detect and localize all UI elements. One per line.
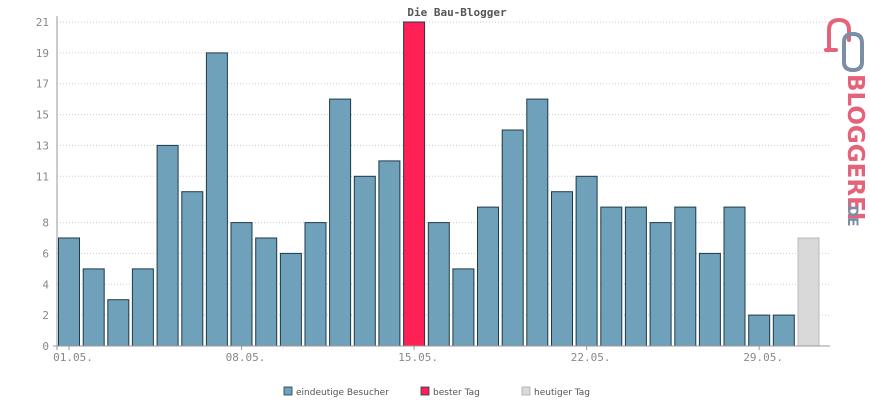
bar-05.05. (156, 144, 179, 347)
bar-30.05. (772, 314, 795, 347)
y-tick-label: 21 (36, 16, 49, 29)
legend-swatch-best (420, 386, 430, 396)
logo-mark-icon (824, 17, 864, 73)
x-tick-label: 15.05. (398, 351, 438, 364)
y-tick-label: 13 (36, 139, 49, 152)
y-tick-label: 4 (42, 278, 49, 291)
bar-06.05. (181, 191, 204, 347)
bar-10.05. (279, 252, 302, 347)
bar-22.05. (575, 175, 598, 347)
legend-label-v: eindeutige Besucher (296, 388, 389, 398)
bar-24.05. (624, 206, 647, 347)
legend-swatch-today (521, 386, 531, 396)
legend-label-best: bester Tag (433, 388, 480, 398)
bar-07.05. (205, 52, 228, 347)
x-tick-label: 01.05. (53, 351, 93, 364)
bar-04.05. (131, 268, 154, 347)
y-tick-label: 6 (42, 247, 49, 260)
x-tick-label: 08.05. (226, 351, 266, 364)
bar-12.05. (329, 98, 352, 347)
bar-26.05. (674, 206, 697, 347)
bar-16.05. (427, 222, 450, 347)
x-tick-label: 29.05. (743, 351, 783, 364)
bar-21.05. (551, 191, 573, 347)
axes: 0 2 4 6 8 11 13 15 17 19 21 01.05. 08.05. 15.05. 22.05… (36, 16, 830, 364)
bar-09.05. (255, 237, 278, 347)
bar-02.05. (82, 268, 105, 347)
y-tick-label: 19 (36, 47, 49, 60)
y-tick-label: 11 (36, 170, 49, 183)
bar-20.05. (526, 98, 549, 347)
y-tick-label: 0 (42, 340, 49, 353)
y-tick-label: 17 (36, 78, 49, 91)
bar-13.05. (353, 175, 376, 347)
bar-18.05. (477, 206, 499, 347)
bar-14.05. (378, 160, 401, 347)
bar-31.05. (797, 237, 820, 347)
legend-label-today: heutiger Tag (534, 388, 590, 398)
bar-23.05. (600, 206, 623, 347)
bar-27.05. (698, 252, 721, 347)
chart-title: Die Bau-Blogger (407, 6, 507, 19)
logo-wordmark: BLOGGEREI (842, 74, 868, 220)
y-tick-label: 15 (36, 109, 49, 122)
legend-swatch-v (283, 386, 293, 396)
bar-08.05. (230, 222, 253, 347)
bar-17.05. (452, 268, 475, 347)
x-tick-label: 22.05. (571, 351, 611, 364)
bar-01.05. (58, 237, 80, 347)
bar-29.05. (748, 314, 771, 347)
bars (58, 21, 820, 347)
bar-11.05. (304, 222, 327, 347)
legend: eindeutige Besucher bester Tag heutiger Ta… (283, 386, 590, 398)
logo-domain-suffix: .DE (844, 200, 860, 227)
y-tick-label: 2 (42, 309, 49, 322)
bar-03.05. (107, 299, 130, 347)
bloggerei-logo: BLOGGEREI .DE (824, 17, 868, 227)
bar-28.05. (723, 206, 746, 347)
y-tick-label: 8 (42, 217, 49, 230)
bar-15.05. (403, 21, 426, 347)
bar-25.05. (649, 222, 672, 347)
bar-19.05. (501, 129, 524, 347)
